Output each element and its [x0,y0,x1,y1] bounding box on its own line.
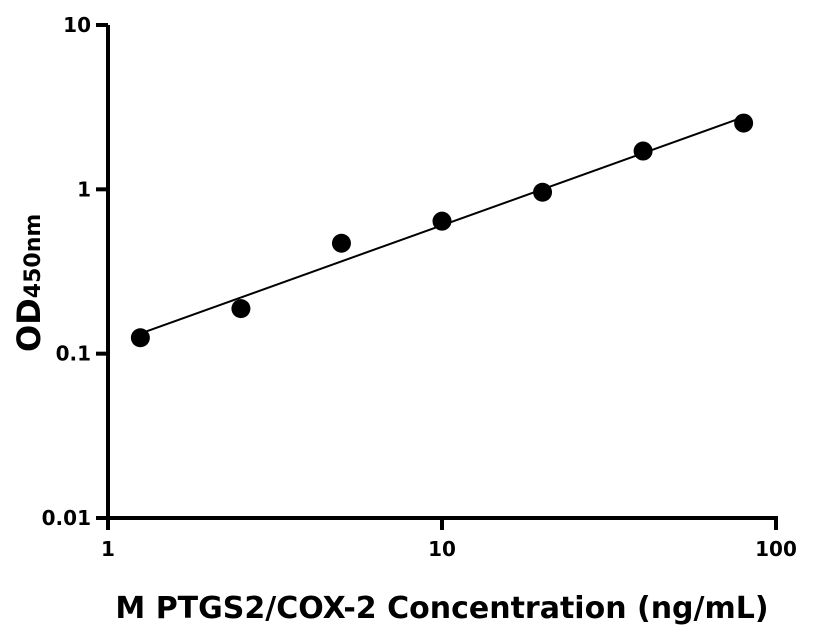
x-tick-label: 10 [428,537,456,561]
y-tick-label: 1 [77,177,91,201]
axes: 0.01 0.1 1 10 1 10 100 [42,13,797,561]
data-point [331,233,351,253]
data-point [533,182,553,202]
data-point [734,113,754,133]
x-tick-label: 100 [755,537,797,561]
y-axis-label: OD450nm [10,214,48,352]
y-axis-label-sub: 450nm [21,214,46,299]
data-point [633,141,653,161]
y-tick-label: 10 [63,13,91,37]
y-axis-label-main: OD [10,298,48,352]
y-tick-label: 0.1 [56,342,91,366]
x-axis-label: M PTGS2/COX-2 Concentration (ng/mL) [115,591,768,626]
x-tick-label: 1 [101,537,115,561]
data-points [130,113,754,348]
data-point [432,211,452,231]
data-point [231,299,251,319]
data-point [130,328,150,348]
y-tick-label: 0.01 [42,506,91,530]
